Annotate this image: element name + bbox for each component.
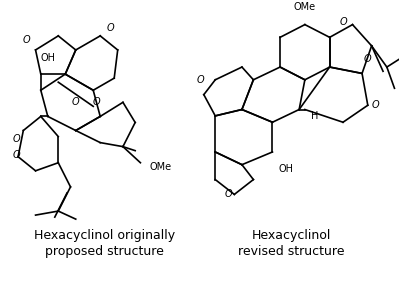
Text: O: O — [196, 75, 204, 85]
Text: O: O — [339, 18, 347, 27]
Text: O: O — [23, 35, 31, 45]
Text: O: O — [93, 97, 100, 107]
Text: H: H — [311, 111, 318, 121]
Text: O: O — [107, 23, 114, 33]
Text: O: O — [12, 134, 20, 143]
Text: O: O — [225, 189, 232, 200]
Text: revised structure: revised structure — [238, 245, 345, 258]
Text: OH: OH — [278, 164, 293, 174]
Text: proposed structure: proposed structure — [45, 245, 164, 258]
Text: O: O — [364, 53, 372, 64]
Text: O: O — [72, 97, 80, 107]
Text: Hexacyclinol: Hexacyclinol — [252, 229, 331, 242]
Text: O: O — [12, 150, 20, 160]
Text: OMe: OMe — [149, 162, 171, 172]
Text: O: O — [372, 100, 379, 110]
Text: OH: OH — [40, 53, 55, 63]
Text: OMe: OMe — [294, 2, 316, 12]
Text: Hexacyclinol originally: Hexacyclinol originally — [34, 229, 175, 242]
